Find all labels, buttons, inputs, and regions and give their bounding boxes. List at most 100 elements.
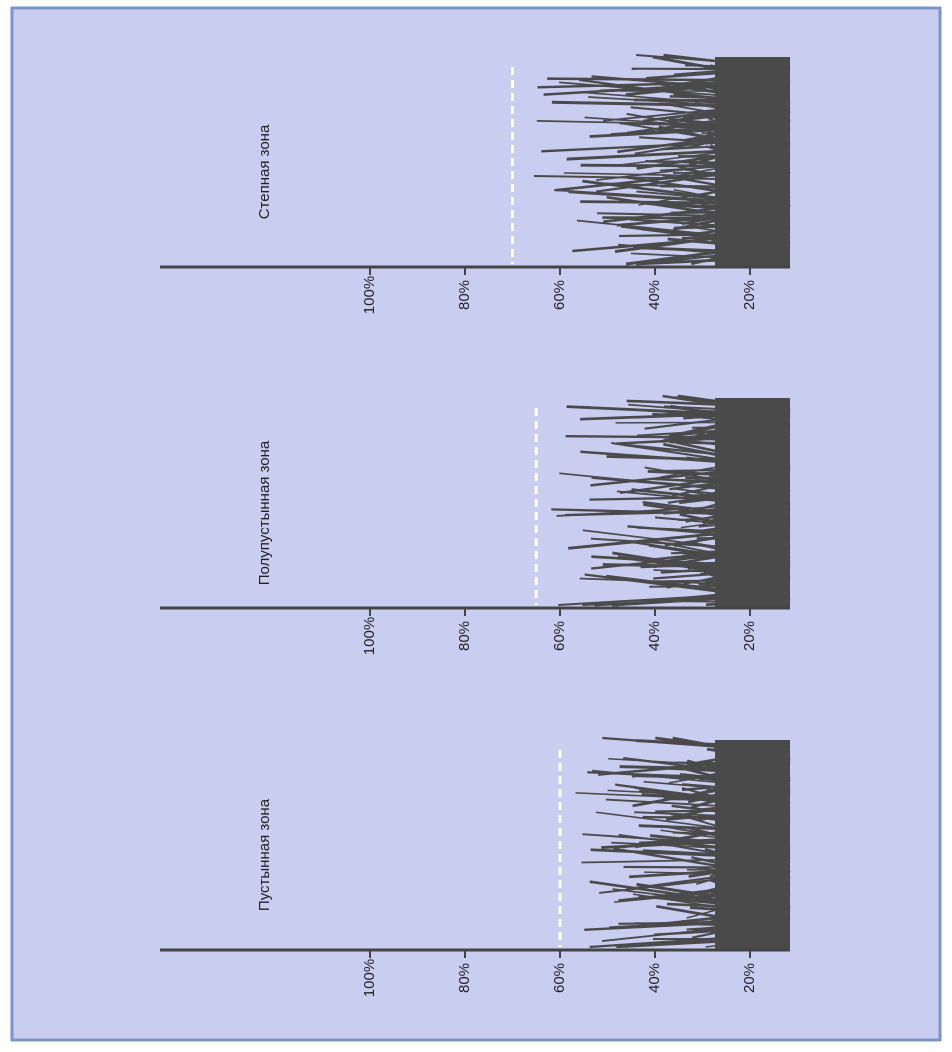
panel: Степная зона 100% 80% 60% 40% 20% (160, 53, 791, 314)
vegetation-stroke (599, 82, 791, 93)
vegetation-stroke (668, 439, 791, 469)
tick-label: 60% (551, 621, 568, 651)
vegetation-stroke (684, 197, 791, 230)
vegetation-stroke (618, 880, 791, 902)
vegetation-stroke (615, 433, 791, 445)
vegetation-stroke (620, 224, 791, 250)
vegetation-stroke (663, 53, 791, 71)
vegetation-stroke (710, 64, 791, 84)
vegetation-stroke (636, 882, 791, 910)
vegetation-stroke (663, 442, 791, 471)
vegetation-stroke (668, 121, 791, 143)
vegetation-stroke (644, 409, 791, 430)
vegetation-stroke (704, 848, 791, 873)
vegetation-stroke (555, 163, 791, 192)
vegetation-stroke (682, 783, 791, 794)
vegetation-stroke (660, 467, 791, 473)
vegetation-stroke (671, 487, 791, 504)
panel-title: Степная зона (256, 124, 273, 219)
vegetation-stroke (609, 916, 791, 930)
tick-label: 40% (646, 621, 663, 651)
vegetation-stroke (635, 255, 791, 266)
vegetation-stroke (579, 410, 791, 421)
vegetation-stroke (582, 179, 791, 209)
vegetation-stroke (689, 906, 791, 916)
vegetation-stroke (652, 405, 791, 417)
vegetation-stroke (689, 817, 791, 849)
vegetation-stroke (711, 513, 791, 525)
vegetation-stroke (644, 466, 791, 494)
tick-label: 60% (551, 963, 568, 993)
vegetation-stroke (711, 908, 791, 918)
vegetation-stroke (642, 815, 791, 821)
figure-background (10, 6, 942, 1042)
tick-label: 80% (456, 963, 473, 993)
vegetation-stroke (682, 779, 791, 792)
vegetation-stroke (708, 530, 791, 540)
vegetation-stroke (680, 545, 791, 565)
tick-label: 60% (551, 280, 568, 310)
vegetation-stroke (648, 544, 791, 570)
panel-title: Полупустынная зона (256, 440, 273, 585)
vegetation-stroke (641, 246, 791, 266)
vegetation-stroke (618, 833, 791, 859)
vegetation-stroke (655, 736, 791, 758)
vegetation-stroke (536, 120, 791, 128)
vegetation-stroke (654, 516, 791, 531)
vegetation-stroke (551, 508, 791, 517)
tick-label: 100% (361, 617, 378, 655)
vegetation-stroke (660, 184, 791, 190)
vegetation-stroke (631, 67, 791, 71)
vegetation-stroke (645, 160, 791, 166)
tick-label: 80% (456, 280, 473, 310)
vegetation-stroke (563, 172, 791, 179)
vegetation-stroke (626, 176, 791, 204)
vegetation-stroke (619, 765, 791, 772)
vegetation-stroke (706, 599, 791, 607)
vegetation-stroke (669, 440, 791, 447)
tick-label: 100% (361, 959, 378, 997)
vegetation-stroke (565, 434, 791, 440)
tick-label: 20% (741, 963, 758, 993)
vegetation-stroke (713, 922, 791, 925)
vegetation-stroke (576, 219, 791, 244)
vegetation-stroke (616, 490, 791, 509)
vegetation-stroke (612, 592, 791, 607)
vegetation-stroke (602, 563, 791, 570)
vegetation-stroke (663, 88, 791, 115)
vegetation-stroke (588, 96, 791, 111)
vegetation-stroke (597, 212, 791, 219)
tick-label: 20% (741, 280, 758, 310)
vegetation-stroke (691, 426, 791, 429)
vegetation-stroke (686, 889, 791, 919)
vegetation-stroke (607, 789, 791, 801)
vegetation-stroke (572, 231, 791, 253)
vegetation-stroke (709, 144, 791, 175)
vegetation-stroke (685, 121, 791, 149)
vegetation-stroke (686, 744, 791, 766)
vegetation-stroke (612, 888, 791, 912)
vegetation-stroke (579, 577, 791, 588)
vegetation-stroke (598, 756, 791, 776)
vegetation-stroke (668, 761, 791, 784)
vegetation-stroke (668, 100, 791, 123)
vegetation-stroke (618, 243, 791, 260)
vegetation-stroke (590, 848, 791, 861)
vegetation-stroke (631, 775, 791, 781)
vegetation-stroke (694, 478, 791, 485)
vegetation-stroke (568, 525, 791, 550)
vegetation-stroke (636, 143, 791, 170)
vegetation-stroke (672, 831, 791, 839)
panel-title: Пустынная зона (256, 798, 273, 911)
vegetation-stroke (659, 824, 791, 850)
panel: Пустынная зона 100% 80% 60% 40% 20% (160, 736, 791, 997)
vegetation-stroke (662, 394, 791, 417)
vegetation-stroke (691, 916, 791, 939)
tick-label: 40% (646, 280, 663, 310)
vegetation-stroke (611, 442, 791, 471)
vegetation-stroke (649, 834, 791, 853)
tick-label: 100% (361, 276, 378, 314)
vegetation-stroke (690, 777, 791, 809)
vegetation-stroke (663, 797, 791, 803)
